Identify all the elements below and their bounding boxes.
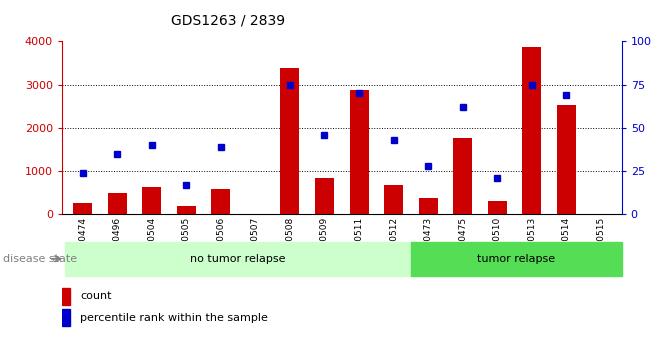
Bar bbox=[73, 203, 92, 214]
Bar bbox=[350, 90, 368, 214]
Bar bbox=[522, 47, 542, 214]
Bar bbox=[411, 241, 622, 276]
Bar bbox=[315, 178, 334, 214]
Text: percentile rank within the sample: percentile rank within the sample bbox=[80, 313, 268, 323]
Text: GDS1263 / 2839: GDS1263 / 2839 bbox=[171, 13, 285, 28]
Bar bbox=[177, 206, 196, 214]
Text: tumor relapse: tumor relapse bbox=[477, 254, 555, 264]
Bar bbox=[453, 138, 472, 214]
Bar bbox=[212, 189, 230, 214]
Bar bbox=[142, 187, 161, 214]
Bar bbox=[107, 193, 127, 214]
Bar bbox=[65, 241, 411, 276]
Bar bbox=[557, 105, 576, 214]
Bar bbox=[281, 68, 299, 214]
Bar bbox=[384, 186, 403, 214]
Bar bbox=[62, 309, 70, 326]
Bar bbox=[488, 201, 506, 214]
Bar bbox=[62, 288, 70, 305]
Text: count: count bbox=[80, 292, 112, 302]
Text: no tumor relapse: no tumor relapse bbox=[190, 254, 286, 264]
Bar bbox=[419, 197, 437, 214]
Text: disease state: disease state bbox=[3, 254, 77, 264]
